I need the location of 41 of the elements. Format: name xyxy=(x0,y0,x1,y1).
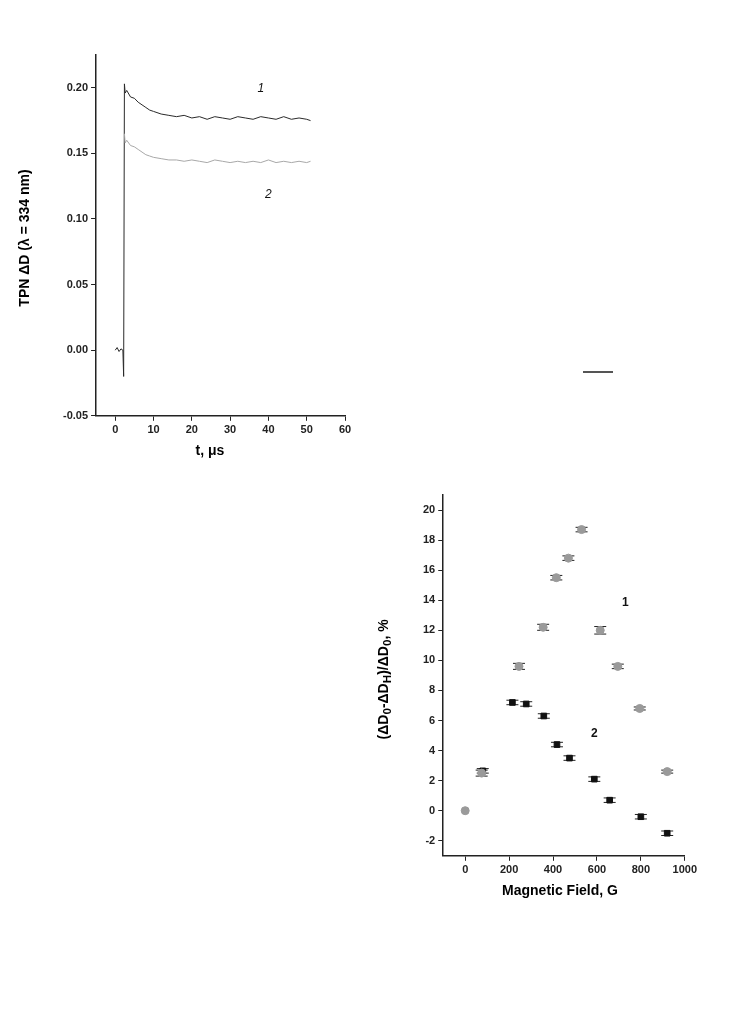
x-tick-label: 600 xyxy=(587,863,607,876)
x-tick-label: 50 xyxy=(300,423,313,436)
y-tick-label: 18 xyxy=(422,533,436,546)
x-tick-label: 30 xyxy=(223,423,237,436)
x-tick-label: 60 xyxy=(338,423,352,436)
y-tick-label: 4 xyxy=(429,743,437,756)
x-axis-title: t, μs xyxy=(194,442,226,458)
series-label: 1 xyxy=(257,81,265,96)
y-tick-label: -0.05 xyxy=(62,408,89,421)
point xyxy=(460,806,470,816)
x-tick-label: 0 xyxy=(462,863,469,876)
y-tick-label: 0.20 xyxy=(66,80,89,93)
x-tick-label: 20 xyxy=(185,423,198,436)
y-tick-label: 12 xyxy=(422,623,436,636)
y-tick-label: -2 xyxy=(425,833,436,846)
series-label: 2 xyxy=(590,726,598,741)
x-axis-title: Magnetic Field, G xyxy=(501,882,619,898)
y-tick-label: 0 xyxy=(429,803,436,816)
y-tick-label: 0.15 xyxy=(66,146,89,159)
y-axis-title: TPN ΔD (λ = 334 nm) xyxy=(16,168,32,309)
x-tick-label: 200 xyxy=(499,863,519,876)
x-tick-label: 40 xyxy=(262,423,275,436)
x-tick-label: 400 xyxy=(543,863,563,876)
y-tick-label: 6 xyxy=(429,713,436,726)
y-tick-label: 0.00 xyxy=(66,343,89,356)
y-tick-label: 0.10 xyxy=(66,212,89,225)
y-tick-label: 20 xyxy=(422,503,436,516)
point xyxy=(509,699,516,706)
text: 1 xyxy=(621,594,629,609)
y-tick-label: 0.05 xyxy=(66,277,89,290)
text: 2 xyxy=(264,187,273,202)
y-tick-label: 8 xyxy=(429,683,436,696)
y-tick-label: 16 xyxy=(422,563,436,576)
y-tick-label: 2 xyxy=(429,773,436,786)
x-tick-label: 800 xyxy=(631,863,651,876)
point xyxy=(606,796,613,804)
y-tick-label: 10 xyxy=(422,653,436,666)
x-tick-label: 1000 xyxy=(672,863,698,876)
x-tick-label: 0 xyxy=(112,423,119,436)
y-tick-label: 14 xyxy=(422,593,437,606)
x-tick-label: 10 xyxy=(147,423,160,436)
